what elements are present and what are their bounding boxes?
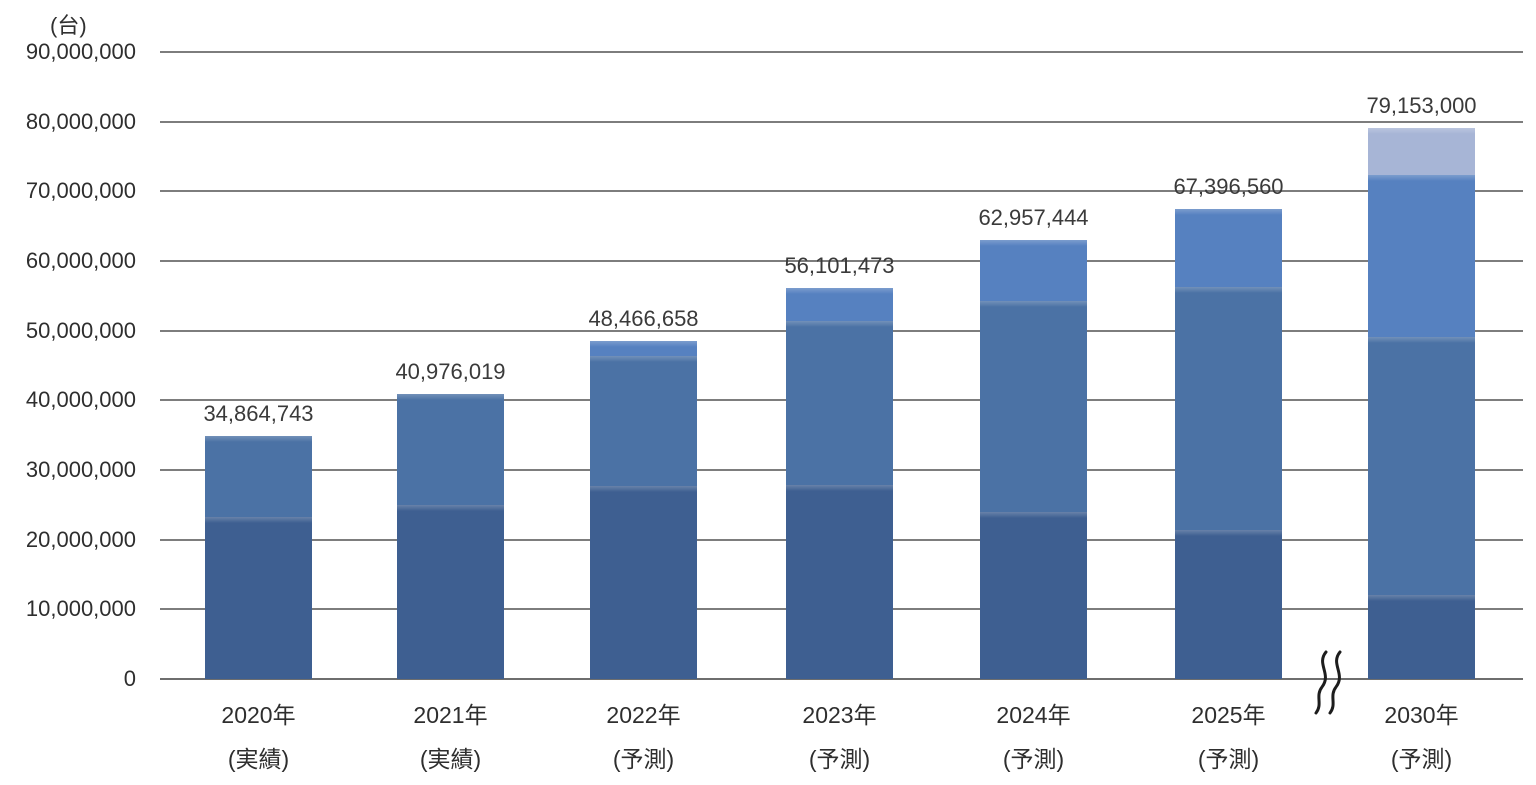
gridline — [160, 190, 1523, 193]
x-label-note: (実績) — [419, 746, 482, 772]
bar-total-label: 48,466,658 — [588, 306, 699, 332]
x-axis-category-label: 2025年 (予測) — [1119, 700, 1339, 774]
y-tick-label: 60,000,000 — [25, 248, 136, 273]
bar-segment — [1175, 529, 1282, 679]
bar-total-label: 40,976,019 — [395, 358, 506, 384]
bar-total-label: 67,396,560 — [1173, 174, 1284, 200]
x-axis-category-label: 2020年 (実績) — [149, 700, 369, 774]
y-tick-label: 90,000,000 — [25, 39, 136, 64]
x-axis-category-label: 2021年 (実績) — [341, 700, 561, 774]
bar-total-label: 56,101,473 — [784, 253, 895, 279]
bar-segment — [397, 504, 504, 679]
bar-segment — [786, 320, 893, 485]
x-axis-category-label: 2023年 (予測) — [730, 700, 950, 774]
x-label-year: 2025年 — [1191, 702, 1266, 728]
y-tick-label: 50,000,000 — [25, 317, 136, 343]
x-axis-line — [160, 678, 1523, 680]
x-label-year: 2024年 — [996, 702, 1071, 728]
gridline — [160, 51, 1523, 53]
x-axis-category-label: 2030年 (予測) — [1312, 700, 1532, 774]
bar-segment — [980, 511, 1087, 679]
axis-break-icon — [1314, 650, 1342, 715]
bar-segment — [1175, 287, 1282, 530]
y-axis-unit-label: (台) — [50, 13, 87, 38]
bar-segment — [1175, 209, 1282, 288]
x-label-note: (予測) — [1390, 746, 1453, 772]
x-label-year: 2021年 — [413, 702, 488, 728]
x-label-note: (予測) — [1197, 746, 1260, 772]
y-tick-label: 0 — [123, 666, 136, 691]
bar-segment — [590, 355, 697, 486]
x-label-year: 2020年 — [221, 702, 296, 728]
y-tick-label: 30,000,000 — [25, 457, 136, 482]
bar-segment — [397, 393, 504, 505]
y-tick-label: 10,000,000 — [25, 596, 136, 622]
bar-segment — [205, 516, 312, 679]
bar-total-label: 34,864,743 — [203, 401, 314, 427]
y-tick-label: 80,000,000 — [25, 108, 136, 134]
gridline — [160, 120, 1523, 123]
x-label-year: 2030年 — [1384, 702, 1459, 728]
bar-total-label: 62,957,444 — [978, 205, 1089, 231]
x-axis-category-label: 2024年 (予測) — [924, 700, 1144, 774]
bar-segment — [786, 288, 893, 321]
x-label-note: (予測) — [612, 746, 675, 772]
x-axis-category-label: 2022年 (予測) — [534, 700, 754, 774]
x-label-year: 2022年 — [606, 702, 681, 728]
x-label-year: 2023年 — [802, 702, 877, 728]
x-label-note: (予測) — [808, 746, 871, 772]
bar-segment — [590, 486, 697, 679]
y-tick-label: 40,000,000 — [25, 387, 136, 413]
y-tick-label: 20,000,000 — [25, 526, 136, 552]
x-label-note: (実績) — [227, 746, 290, 772]
bar-total-label: 79,153,000 — [1366, 92, 1477, 118]
bar-segment — [590, 341, 697, 356]
y-tick-label: 70,000,000 — [25, 178, 136, 204]
bar-segment — [1368, 127, 1475, 176]
bar-segment — [980, 240, 1087, 302]
gridline — [160, 260, 1523, 262]
bar-segment — [1368, 595, 1475, 679]
x-label-note: (予測) — [1002, 746, 1065, 772]
bar-segment — [1368, 336, 1475, 596]
bar-segment — [786, 484, 893, 679]
bar-segment — [205, 436, 312, 517]
bar-segment — [1368, 175, 1475, 337]
bar-segment — [980, 301, 1087, 512]
